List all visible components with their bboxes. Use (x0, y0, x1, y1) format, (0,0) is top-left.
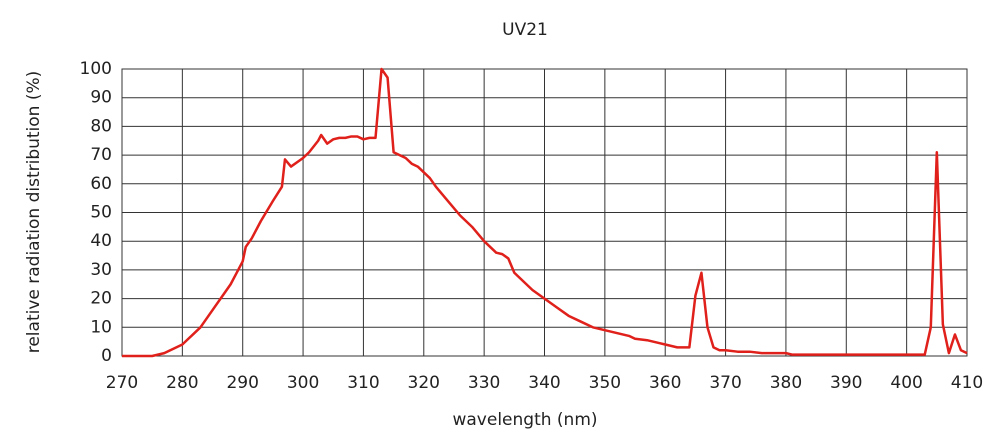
x-tick-label: 410 (951, 373, 983, 393)
chart-title: UV21 (502, 20, 548, 40)
y-axis-label: relative radiation distribution (%) (24, 71, 44, 354)
x-tick-label: 380 (770, 373, 802, 393)
x-tick-label: 340 (528, 373, 560, 393)
x-tick-label: 360 (649, 373, 681, 393)
y-tick-label: 40 (90, 231, 112, 251)
y-tick-label: 30 (90, 260, 112, 280)
y-tick-label: 100 (80, 59, 112, 79)
x-tick-label: 300 (287, 373, 319, 393)
y-tick-label: 10 (90, 317, 112, 337)
y-tick-label: 50 (90, 203, 112, 223)
x-tick-label: 280 (166, 373, 198, 393)
x-tick-label: 310 (347, 373, 379, 393)
x-tick-label: 270 (106, 373, 138, 393)
data-line (122, 67, 968, 358)
x-tick-label: 390 (830, 373, 862, 393)
y-tick-label: 0 (101, 346, 112, 366)
y-tick-label: 60 (90, 174, 112, 194)
x-tick-label: 400 (890, 373, 922, 393)
x-tick-label: 370 (709, 373, 741, 393)
x-axis-label: wavelength (nm) (452, 410, 597, 430)
x-tick-label: 320 (408, 373, 440, 393)
y-tick-label: 80 (90, 116, 112, 136)
y-tick-label: 20 (90, 289, 112, 309)
x-tick-label: 330 (468, 373, 500, 393)
x-tick-label: 290 (226, 373, 258, 393)
y-tick-label: 70 (90, 145, 112, 165)
x-tick-label: 350 (589, 373, 621, 393)
y-tick-label: 90 (90, 88, 112, 108)
